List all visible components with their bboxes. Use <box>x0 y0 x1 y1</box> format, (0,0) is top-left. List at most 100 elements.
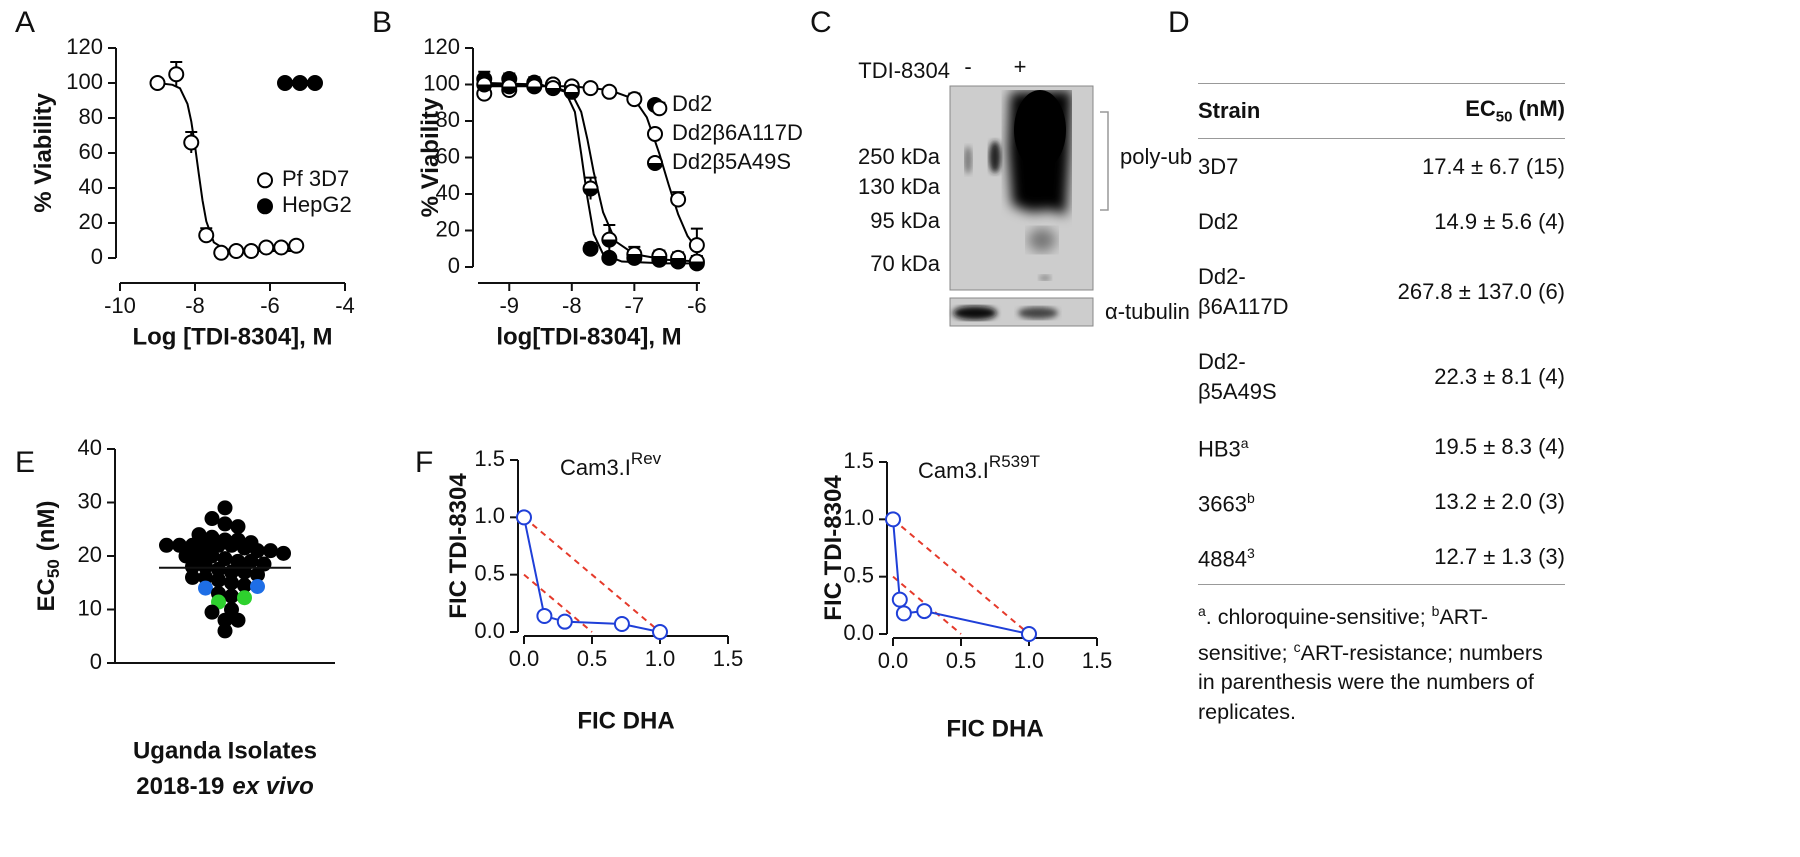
x-tick-label: 0.0 <box>878 648 909 673</box>
data-point <box>601 231 618 248</box>
x-tick-label: 0.5 <box>577 646 608 671</box>
ec50-cell: 22.3 ± 8.1 (4) <box>1434 363 1565 389</box>
data-point <box>276 545 291 561</box>
data-point <box>168 66 185 83</box>
data-point <box>651 100 668 117</box>
legend-marker <box>647 125 663 142</box>
y-label-text: FIC TDI-8304 <box>820 475 847 621</box>
chart-title: Cam3.IR539T <box>918 452 1040 482</box>
footnote-mark: b <box>1431 603 1440 619</box>
data-point <box>916 603 933 620</box>
y-tick-label: 40 <box>436 180 460 205</box>
data-point <box>224 588 239 604</box>
x-label-italic: ex vivo <box>232 773 313 800</box>
data-point <box>237 577 252 593</box>
y-tick-label: 0.5 <box>474 560 505 585</box>
y-tick-label: 0.0 <box>843 620 874 645</box>
x-axis-label: 2018-19 ex vivo <box>136 773 313 800</box>
x-axis-label: log[TDI-8304], M <box>496 323 681 350</box>
y-label-unit: (nM) <box>33 501 60 552</box>
data-point <box>688 237 705 254</box>
y-axis-label: EC50 (nM) <box>33 501 63 612</box>
header-text: EC <box>1465 96 1496 122</box>
y-tick-label: 60 <box>436 143 460 168</box>
legend-label: HepG2 <box>282 192 352 217</box>
ec50-cell: 19.5 ± 8.3 (4) <box>1434 433 1565 459</box>
data-point <box>198 559 213 575</box>
strain-cell: Dd2-β6A117D <box>1198 262 1316 322</box>
data-point <box>582 80 599 97</box>
data-point <box>582 180 599 197</box>
strain-name: HB3 <box>1198 436 1241 462</box>
data-point <box>230 519 246 535</box>
y-axis-label: % Viability <box>30 93 57 213</box>
data-point <box>237 540 252 556</box>
band <box>953 306 997 320</box>
panel-label: E <box>15 446 35 479</box>
y-axis-label: FIC TDI-8304 <box>820 475 847 621</box>
legend-label: Dd2 <box>672 91 712 116</box>
ec50-cell: 13.2 ± 2.0 (3) <box>1434 488 1565 514</box>
data-point <box>224 537 239 553</box>
data-point <box>258 239 275 256</box>
data-point <box>228 243 245 259</box>
chart: 0 10 20 30 40 EC50 (nM) Uganda Isolates 2018-19 e… <box>33 435 335 800</box>
table-row: Dd2 14.9 ± 5.6 (4) <box>1198 194 1565 249</box>
strain-name: Dd2-β6A117D <box>1198 263 1289 319</box>
strain-cell: 3D7 <box>1198 152 1316 182</box>
table-row: 3D7 17.4 ± 6.7 (15) <box>1198 139 1565 194</box>
table-row: 3663b 13.2 ± 2.0 (3) <box>1198 474 1565 529</box>
y-tick-label: 10 <box>78 595 102 620</box>
x-tick-label: -4 <box>335 293 355 318</box>
band <box>989 141 1001 173</box>
header-unit: (nM) <box>1518 96 1565 122</box>
y-tick-label: 100 <box>66 69 103 94</box>
data-point <box>526 78 543 95</box>
data-point <box>670 249 687 266</box>
strain-cell: 3663b <box>1198 483 1316 519</box>
title-text: Cam3.I <box>560 455 631 480</box>
band <box>1018 307 1058 319</box>
y-label-text: FIC TDI-8304 <box>445 473 472 619</box>
y-tick-label: 20 <box>436 216 460 241</box>
x-axis-label: Log [TDI-8304], M <box>132 323 332 350</box>
data-point <box>273 239 290 256</box>
data-point <box>895 605 912 622</box>
strain-cell: Dd2-β5A49S <box>1198 347 1316 407</box>
data-point <box>149 75 166 91</box>
table-header: Strain EC50 (nM) <box>1198 83 1565 139</box>
strain-cell: 48843 <box>1198 538 1316 574</box>
data-point <box>224 575 239 591</box>
ec50-cell: 17.4 ± 6.7 (15) <box>1422 153 1565 179</box>
y-tick-label: 1.0 <box>474 503 505 528</box>
reference-line <box>892 518 1030 635</box>
footnote-text: . chloroquine-sensitive; <box>1205 605 1432 630</box>
strain-name: 4884 <box>1198 546 1247 572</box>
x-tick-label: 1.5 <box>713 646 744 671</box>
data-point <box>159 537 174 553</box>
y-tick-label: 1.0 <box>843 505 874 530</box>
y-tick-label: 30 <box>78 488 102 513</box>
data-point <box>601 83 618 100</box>
data-point <box>237 590 252 606</box>
band <box>1014 90 1066 170</box>
data-point <box>250 578 265 594</box>
y-label-sub: 50 <box>44 559 63 578</box>
size-marker: 250 kDa <box>858 144 941 169</box>
chart-title: Cam3.IRev <box>560 449 662 479</box>
strain-footnote: b <box>1246 490 1255 507</box>
y-axis-label: FIC TDI-8304 <box>445 473 472 619</box>
data-point <box>288 237 305 254</box>
fit-curve <box>157 82 297 252</box>
ec50-table: Strain EC50 (nM) 3D7 17.4 ± 6.7 (15) Dd2 14… <box>1198 83 1565 585</box>
strain-name: 3663 <box>1198 491 1247 517</box>
data-point <box>277 75 293 91</box>
y-tick-label: 80 <box>436 107 460 132</box>
y-label-text: % Viability <box>417 97 444 217</box>
size-marker: 70 kDa <box>870 251 940 276</box>
ec50-cell: 267.8 ± 137.0 (6) <box>1397 278 1565 304</box>
strain-name: Dd2-β5A49S <box>1198 348 1277 404</box>
table-row: 48843 12.7 ± 1.3 (3) <box>1198 529 1565 585</box>
y-tick-label: 40 <box>79 174 103 199</box>
